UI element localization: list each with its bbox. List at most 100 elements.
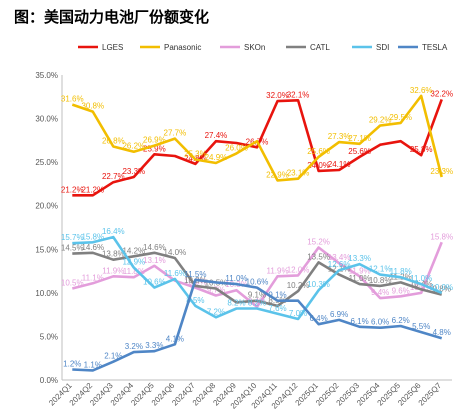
data-label: 11.8% — [390, 267, 412, 276]
data-label: 7.6% — [268, 304, 286, 313]
data-label: 12.1% — [369, 265, 392, 274]
data-label: 12.0% — [287, 265, 310, 274]
data-label: 11.0% — [225, 274, 247, 283]
data-label: 10.3% — [307, 280, 330, 289]
data-label: 4.8% — [433, 328, 451, 337]
data-label: 31.6% — [61, 95, 84, 104]
data-label: 14.6% — [81, 243, 104, 252]
data-label: 27.7% — [164, 129, 187, 138]
legend-label-skon: SKOn — [244, 43, 265, 52]
data-label: 9.4% — [371, 288, 389, 297]
data-label: 1.1% — [84, 360, 102, 369]
chart-title: 图：美国动力电池厂份额变化 — [14, 8, 210, 26]
data-label: 11.9% — [266, 266, 288, 275]
data-label: 8.5% — [186, 296, 204, 305]
data-label: 12.6% — [328, 260, 351, 269]
y-tick-label: 20.0% — [35, 202, 58, 211]
data-label: 3.2% — [125, 342, 143, 351]
data-label: 10.8% — [369, 276, 392, 285]
y-tick-label: 35.0% — [35, 71, 58, 80]
data-label: 13.8% — [102, 250, 125, 259]
legend-label-lges: LGES — [102, 43, 123, 52]
series-line-skon — [71, 241, 443, 309]
data-label: 11.5% — [184, 270, 206, 279]
y-tick-label: 15.0% — [35, 245, 58, 254]
data-label: 4.1% — [166, 334, 184, 343]
data-label: 13.5% — [307, 252, 330, 261]
data-label: 10.5% — [61, 279, 84, 288]
data-label: 22.7% — [102, 172, 125, 181]
legend-label-panasonic: Panasonic — [164, 43, 201, 52]
data-label: 15.8% — [81, 232, 104, 241]
data-label: 25.6% — [307, 147, 330, 156]
data-label: 27.4% — [205, 131, 228, 140]
data-label: 14.2% — [122, 246, 145, 255]
data-label: 32.6% — [410, 86, 433, 95]
data-label: 24.9% — [205, 153, 228, 162]
data-label: 11.9% — [349, 266, 371, 275]
data-label: 12.9% — [122, 258, 145, 267]
data-label: 10.0% — [430, 283, 453, 292]
data-label: 9.1% — [268, 291, 286, 300]
data-label: 21.2% — [61, 185, 84, 194]
data-label: 2.1% — [104, 352, 122, 361]
series-line-catl — [72, 251, 443, 308]
data-label: 32.2% — [430, 89, 453, 98]
data-label: 11.8% — [123, 267, 145, 276]
y-tick-label: 25.0% — [35, 158, 58, 167]
data-label: 8.2% — [248, 299, 266, 308]
y-tick-label: 30.0% — [35, 115, 58, 124]
data-label: 25.6% — [348, 147, 371, 156]
legend-label-tesla: TESLA — [422, 43, 448, 52]
data-label: 26.8% — [102, 136, 125, 145]
data-label: 23.3% — [122, 167, 145, 176]
data-label: 27.1% — [348, 134, 371, 143]
data-label: 27.3% — [328, 132, 351, 141]
data-label: 25.9% — [143, 144, 166, 153]
data-label: 11.1% — [82, 273, 104, 282]
data-label: 11.0% — [349, 274, 371, 283]
data-label: 13.1% — [143, 256, 166, 265]
series-line-panasonic — [71, 94, 443, 182]
y-tick-label: 5.0% — [40, 332, 58, 341]
y-tick-label: 10.0% — [35, 289, 58, 298]
data-label: 26.0% — [225, 143, 248, 152]
data-label: 9.8% — [433, 285, 451, 294]
data-label: 15.2% — [307, 238, 330, 247]
data-label: 16.4% — [102, 227, 125, 236]
data-label: 25.3% — [184, 150, 207, 159]
data-label: 10.0% — [410, 283, 433, 292]
data-label: 13.3% — [348, 254, 371, 263]
data-label: 15.7% — [61, 233, 84, 242]
data-label: 10.6% — [143, 278, 166, 287]
data-label: 3.3% — [145, 341, 163, 350]
data-label: 32.0% — [266, 91, 289, 100]
data-label: 6.1% — [351, 317, 369, 326]
data-label: 22.9% — [266, 170, 289, 179]
data-label: 10.6% — [246, 278, 269, 287]
data-label: 9.1% — [248, 291, 266, 300]
data-label: 9.6% — [392, 286, 410, 295]
data-label: 30.8% — [81, 102, 104, 111]
data-label: 26.2% — [122, 142, 145, 151]
data-label: 5.5% — [412, 322, 430, 331]
data-label: 25.8% — [410, 145, 433, 154]
data-label: 13.4% — [328, 253, 351, 262]
series-line-lges — [72, 98, 443, 197]
legend-label-catl: CATL — [310, 43, 330, 52]
data-label: 6.2% — [392, 316, 410, 325]
data-label: 23.3% — [430, 167, 453, 176]
data-label: 24.1% — [328, 160, 351, 169]
series-line-tesla — [72, 278, 443, 372]
data-label: 32.1% — [287, 90, 310, 99]
data-label: 15.8% — [430, 232, 453, 241]
data-label: 1.2% — [63, 360, 81, 369]
data-label: 6.0% — [371, 318, 389, 327]
data-label: 7.2% — [207, 307, 225, 316]
series-line-sdi — [72, 235, 443, 321]
data-label: 10.2% — [287, 281, 310, 290]
x-tick-label: 2025Q7 — [417, 381, 444, 408]
legend-label-sdi: SDI — [376, 43, 389, 52]
data-label: 21.2% — [81, 185, 104, 194]
y-tick-label: 0.0% — [40, 376, 58, 385]
